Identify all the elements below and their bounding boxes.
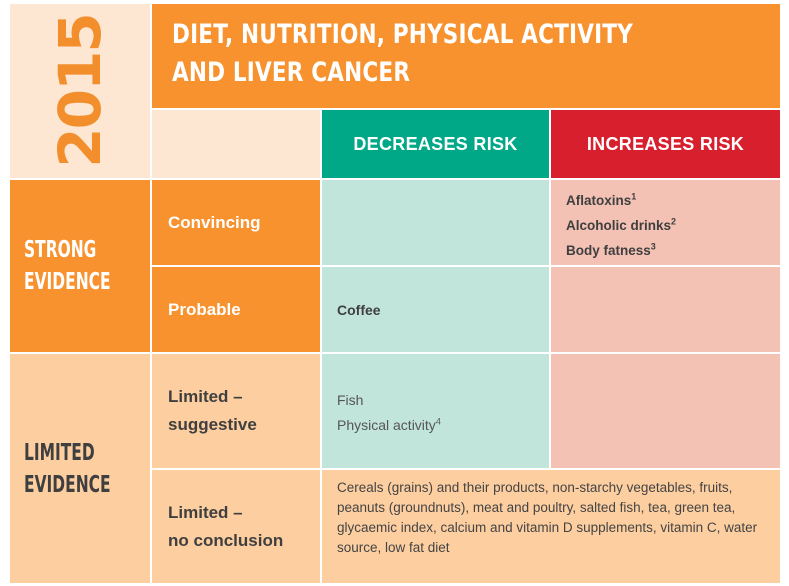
- group-strong-evidence: STRONG EVIDENCE: [10, 180, 150, 352]
- group-limited-evidence: LIMITED EVIDENCE: [10, 354, 150, 583]
- list-item: Body fatness3: [566, 241, 656, 258]
- convincing-label: Convincing: [168, 212, 261, 232]
- limited-suggestive-increases-cell: [551, 354, 780, 468]
- column-header-increases: INCREASES RISK: [551, 110, 780, 178]
- row-label-limited-no-conclusion: Limited – no conclusion: [152, 470, 320, 583]
- list-item: Alcoholic drinks2: [566, 216, 677, 233]
- limited-suggestive-line-1: Limited –: [168, 387, 243, 406]
- limited-no-conclusion-cell: Cereals (grains) and their products, non…: [322, 470, 780, 583]
- title-line-2: AND LIVER CANCER: [172, 57, 411, 88]
- decreases-risk-label: DECREASES RISK: [353, 133, 518, 154]
- row-label-probable: Probable: [152, 267, 320, 352]
- no-conclusion-line-1: Limited –: [168, 502, 243, 522]
- group-limited-line-1: LIMITED: [24, 439, 95, 466]
- row-label-limited-suggestive: Limited – suggestive: [152, 354, 320, 468]
- no-conclusion-line-2: no conclusion: [168, 530, 284, 550]
- probable-label: Probable: [168, 299, 241, 319]
- list-item: Aflatoxins1: [566, 191, 637, 208]
- list-item: Fish: [337, 392, 364, 408]
- limited-suggestive-decreases-cell: Fish Physical activity4: [322, 354, 549, 468]
- column-header-decreases: DECREASES RISK: [322, 110, 549, 178]
- probable-decreases-cell: Coffee: [322, 267, 549, 352]
- list-item: Coffee: [337, 301, 381, 318]
- row-label-convincing: Convincing: [152, 180, 320, 265]
- year-panel: 2015: [10, 4, 150, 178]
- convincing-increases-cell: Aflatoxins1 Alcoholic drinks2 Body fatne…: [551, 180, 780, 265]
- group-strong-line-2: EVIDENCE: [24, 269, 111, 295]
- increases-risk-label: INCREASES RISK: [586, 133, 745, 154]
- title-line-1: DIET, NUTRITION, PHYSICAL ACTIVITY: [172, 19, 633, 50]
- year-label: 2015: [46, 14, 114, 168]
- list-item: Physical activity4: [337, 416, 441, 433]
- header-spacer: [152, 110, 320, 178]
- convincing-decreases-cell: [322, 180, 549, 265]
- probable-increases-cell: [551, 267, 780, 352]
- limited-suggestive-line-2: suggestive: [168, 415, 257, 434]
- group-limited-line-2: EVIDENCE: [24, 471, 111, 498]
- group-strong-line-1: STRONG: [24, 237, 97, 263]
- no-conclusion-text: Cereals (grains) and their products, non…: [337, 480, 758, 555]
- title-banner: DIET, NUTRITION, PHYSICAL ACTIVITY AND L…: [152, 4, 780, 108]
